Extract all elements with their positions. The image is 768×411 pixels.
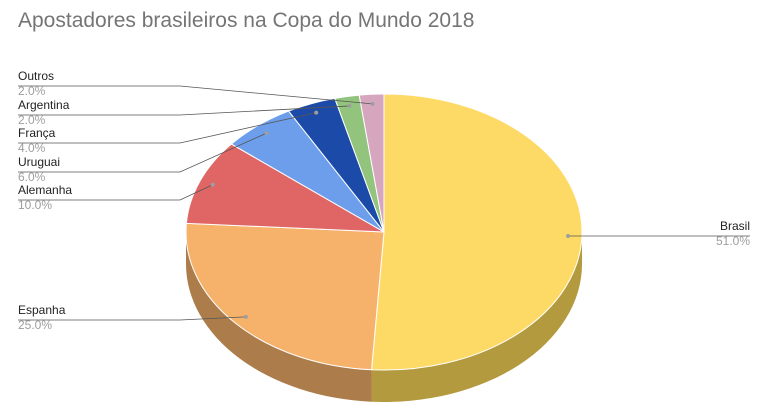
- slice-label-alemanha: Alemanha: [18, 183, 72, 197]
- slice-value-uruguai: 6.0%: [18, 170, 46, 184]
- pie-leader-lines: [18, 85, 750, 321]
- slice-label-uruguai: Uruguai: [18, 155, 60, 169]
- leader-line-franca: [18, 112, 317, 144]
- chart-title: Apostadores brasileiros na Copa do Mundo…: [18, 9, 475, 32]
- pie-side-brasil: [371, 232, 582, 403]
- slice-label-espanha: Espanha: [18, 303, 66, 317]
- slice-value-argentina: 2.0%: [18, 113, 46, 127]
- leader-line-uruguai: [18, 132, 267, 173]
- pie-side-espanha: [186, 232, 372, 402]
- slice-value-brasil: 51.0%: [716, 234, 750, 248]
- pie-sides: [186, 232, 582, 403]
- leader-line-argentina: [18, 105, 350, 116]
- pie-slice-espanha: [185, 222, 385, 371]
- slice-label-argentina: Argentina: [18, 98, 70, 112]
- leader-line-alemanha: [18, 184, 213, 201]
- slice-value-alemanha: 10.0%: [18, 198, 52, 212]
- leader-dot-argentina: [347, 103, 352, 108]
- slice-label-franca: França: [18, 126, 56, 140]
- slice-value-espanha: 25.0%: [18, 318, 52, 332]
- slice-label-brasil: Brasil: [720, 219, 750, 233]
- pie-tops: [185, 93, 583, 371]
- leader-line-outros: [18, 85, 373, 105]
- leader-line-espanha: [18, 316, 246, 321]
- leader-dot-uruguai: [264, 131, 269, 136]
- pie-slice-alemanha: [185, 143, 385, 233]
- slice-value-outros: 2.0%: [18, 84, 46, 98]
- slice-label-outros: Outros: [18, 69, 54, 83]
- pie-slice-outros: [358, 93, 385, 233]
- leader-dot-outros: [370, 101, 375, 106]
- leader-dot-brasil: [566, 234, 571, 239]
- leader-dot-franca: [314, 110, 319, 115]
- leader-dot-alemanha: [210, 182, 215, 187]
- slice-value-franca: 4.0%: [18, 141, 46, 155]
- leader-dot-espanha: [243, 314, 248, 319]
